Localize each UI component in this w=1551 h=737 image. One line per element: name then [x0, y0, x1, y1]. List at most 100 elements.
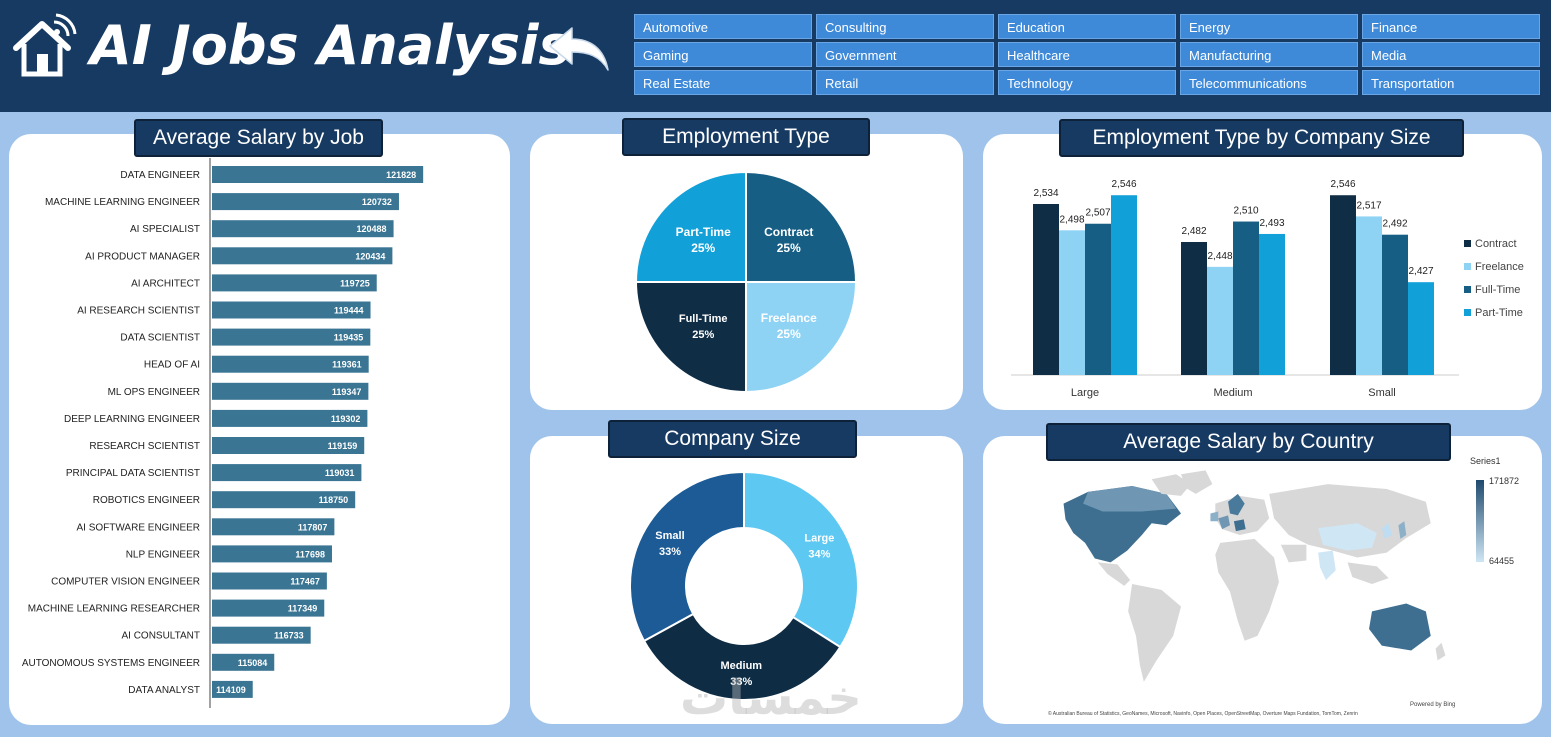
pie-value: 25% [692, 329, 714, 341]
slicer-item-education[interactable]: Education [998, 14, 1176, 39]
slicer-item-consulting[interactable]: Consulting [816, 14, 994, 39]
donut-slice [642, 612, 842, 701]
bar-label: AI SPECIALIST [130, 224, 200, 235]
bar [212, 301, 371, 319]
bar-label: MACHINE LEARNING RESEARCHER [28, 604, 200, 615]
slicer-item-retail[interactable]: Retail [816, 70, 994, 95]
bar-label: COMPUTER VISION ENGINEER [51, 577, 200, 588]
home-wifi-icon[interactable] [10, 12, 80, 80]
bar-label: AI PRODUCT MANAGER [85, 251, 200, 262]
bar [212, 572, 327, 590]
bar [212, 491, 356, 509]
legend-swatch [1464, 240, 1471, 247]
slicer-item-manufacturing[interactable]: Manufacturing [1180, 42, 1358, 67]
slicer-item-government[interactable]: Government [816, 42, 994, 67]
bar-value: 115084 [238, 658, 268, 668]
slicer-item-media[interactable]: Media [1362, 42, 1540, 67]
column-value: 2,546 [1111, 179, 1136, 190]
slicer-item-finance[interactable]: Finance [1362, 14, 1540, 39]
bar-label: DATA ENGINEER [120, 170, 200, 181]
pie-slice [745, 281, 858, 394]
slicer-item-healthcare[interactable]: Healthcare [998, 42, 1176, 67]
industry-slicer: Automotive Consulting Education Energy Finan… [634, 14, 1542, 98]
column-value: 2,492 [1382, 219, 1407, 230]
bar [212, 355, 369, 373]
slicer-item-technology[interactable]: Technology [998, 70, 1176, 95]
column [1181, 242, 1207, 375]
bar-value: 117698 [295, 549, 325, 559]
bar-label: AI RESEARCH SCIENTIST [77, 306, 200, 317]
donut-label: Medium [721, 660, 763, 672]
employment-type-title: Employment Type [622, 118, 870, 156]
column [1085, 223, 1111, 375]
slicer-item-telecommunications[interactable]: Telecommunications [1180, 70, 1358, 95]
map-powered-by: Powered by Bing [1410, 702, 1456, 708]
legend-label: Part-Time [1475, 307, 1523, 319]
bar-value: 119435 [334, 333, 364, 343]
salary-by-job-chart: DATA ENGINEER 121828 MACHINE LEARNING ENGI… [22, 158, 424, 708]
column-value: 2,482 [1181, 226, 1206, 237]
back-arrow-icon[interactable] [546, 24, 612, 76]
bar [212, 274, 377, 292]
bar [212, 382, 369, 400]
bar [212, 599, 325, 617]
employment-by-size-title: Employment Type by Company Size [1059, 119, 1464, 157]
bar [212, 193, 399, 211]
slicer-item-gaming[interactable]: Gaming [634, 42, 812, 67]
column [1207, 266, 1233, 375]
column [1408, 282, 1434, 375]
pie-slice [745, 170, 858, 283]
bar-value: 119031 [325, 468, 355, 478]
employment-type-chart: Contract 25% Freelance 25% Full-Time 25% Part-… [634, 170, 858, 394]
column-value: 2,448 [1207, 251, 1232, 262]
legend-label: Contract [1475, 238, 1517, 250]
donut-value: 33% [730, 676, 752, 688]
column-value: 2,510 [1233, 206, 1258, 217]
header-bar: AI Jobs Analysis Automotive Consulting Edu… [0, 0, 1551, 112]
bar-value: 117349 [288, 604, 318, 614]
page-title: AI Jobs Analysis [90, 14, 571, 77]
slicer-item-energy[interactable]: Energy [1180, 14, 1358, 39]
bar [212, 437, 365, 454]
slicer-item-automotive[interactable]: Automotive [634, 14, 812, 39]
category-label: Large [1071, 387, 1099, 399]
column-value: 2,546 [1330, 179, 1355, 190]
bar-label: DEEP LEARNING ENGINEER [64, 414, 200, 425]
bar [212, 220, 394, 238]
bar-label: AUTONOMOUS SYSTEMS ENGINEER [22, 658, 200, 669]
column-value: 2,517 [1356, 200, 1381, 211]
slicer-item-real-estate[interactable]: Real Estate [634, 70, 812, 95]
donut-value: 34% [808, 549, 830, 561]
bar-value: 119444 [334, 306, 364, 316]
company-size-title: Company Size [608, 420, 857, 458]
bar-value: 119302 [331, 414, 361, 424]
column-value: 2,498 [1059, 214, 1084, 225]
bar-value: 120488 [357, 224, 387, 234]
bar [212, 247, 393, 265]
pie-label: Full-Time [679, 313, 728, 325]
column [1233, 221, 1259, 375]
category-label: Medium [1213, 387, 1252, 399]
column-value: 2,493 [1259, 218, 1284, 229]
map-legend-max: 171872 [1489, 476, 1520, 486]
map-legend-min: 64455 [1489, 556, 1515, 566]
pie-slice [634, 170, 747, 283]
slicer-item-transportation[interactable]: Transportation [1362, 70, 1540, 95]
bar-value: 114109 [216, 685, 246, 695]
bar-value: 120732 [362, 197, 392, 207]
bar-label: AI SOFTWARE ENGINEER [76, 522, 200, 533]
donut-label: Small [655, 530, 684, 542]
bar-label: ROBOTICS ENGINEER [93, 495, 200, 506]
legend-swatch [1464, 263, 1471, 270]
pie-value: 25% [777, 327, 801, 341]
bar-value: 117467 [290, 577, 320, 587]
bar-value: 117807 [298, 522, 328, 532]
bar [212, 626, 311, 644]
column [1382, 234, 1408, 375]
bar-label: RESEARCH SCIENTIST [89, 441, 200, 452]
world-map[interactable] [995, 462, 1465, 702]
legend-label: Full-Time [1475, 284, 1520, 296]
bar-value: 119361 [332, 360, 362, 370]
legend-swatch [1464, 286, 1471, 293]
